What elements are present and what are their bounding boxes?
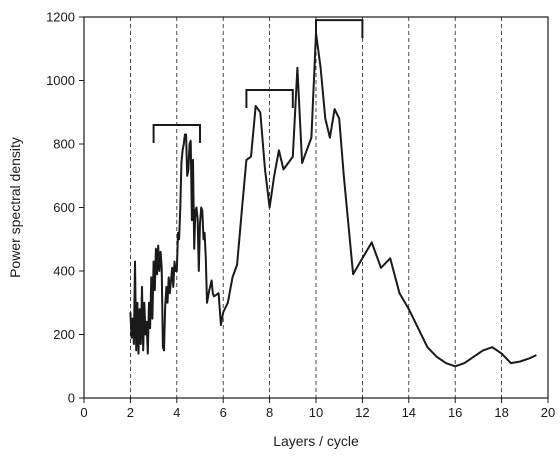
y-tick-label-600: 600 <box>53 200 75 215</box>
bracket-2 <box>315 19 364 39</box>
series-line-0 <box>129 31 537 368</box>
y-axis-label: Power spectral density <box>7 137 23 278</box>
bracket-0 <box>152 123 201 143</box>
x-tick-label-14: 14 <box>402 405 416 420</box>
x-axis-label: Layers / cycle <box>273 433 359 449</box>
annotation-brackets <box>152 19 364 143</box>
x-tick-label-18: 18 <box>494 405 508 420</box>
x-tick-label-16: 16 <box>448 405 462 420</box>
y-tick-label-0: 0 <box>68 391 75 406</box>
y-tick-label-800: 800 <box>53 137 75 152</box>
bracket-1 <box>245 89 294 109</box>
x-tick-label-2: 2 <box>127 405 134 420</box>
x-ticks: 0 2 4 6 8 10 12 14 16 18 20 <box>80 398 555 420</box>
x-tick-label-10: 10 <box>309 405 323 420</box>
x-tick-label-4: 4 <box>173 405 180 420</box>
series-layer <box>129 31 537 368</box>
y-tick-label-400: 400 <box>53 264 75 279</box>
y-tick-label-1000: 1000 <box>46 73 75 88</box>
x-tick-label-0: 0 <box>80 405 87 420</box>
x-tick-label-8: 8 <box>266 405 273 420</box>
x-tick-label-6: 6 <box>220 405 227 420</box>
gridlines <box>129 17 503 398</box>
x-tick-label-20: 20 <box>541 405 555 420</box>
x-tick-label-12: 12 <box>355 405 369 420</box>
y-tick-label-200: 200 <box>53 327 75 342</box>
y-tick-label-1200: 1200 <box>46 10 75 25</box>
y-ticks: 0 200 400 600 800 1000 1200 <box>46 10 84 406</box>
